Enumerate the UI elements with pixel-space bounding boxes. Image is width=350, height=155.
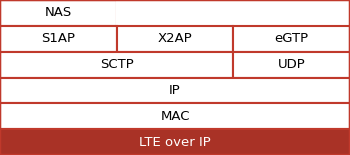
Bar (117, 26, 233, 52)
Bar (0, 129, 350, 155)
Bar (0, 78, 350, 103)
Text: SCTP: SCTP (100, 58, 134, 71)
Bar (0, 0, 117, 26)
Bar (0, 52, 233, 78)
Text: UDP: UDP (278, 58, 306, 71)
Bar (0, 26, 117, 52)
Text: LTE over IP: LTE over IP (139, 136, 211, 149)
Text: X2AP: X2AP (158, 32, 192, 45)
Text: S1AP: S1AP (41, 32, 75, 45)
Text: NAS: NAS (45, 6, 72, 19)
Bar (233, 26, 350, 52)
Bar (233, 52, 350, 78)
Bar (0, 103, 350, 129)
Text: IP: IP (169, 84, 181, 97)
Text: MAC: MAC (160, 110, 190, 123)
Bar (117, 0, 350, 26)
Text: eGTP: eGTP (275, 32, 309, 45)
